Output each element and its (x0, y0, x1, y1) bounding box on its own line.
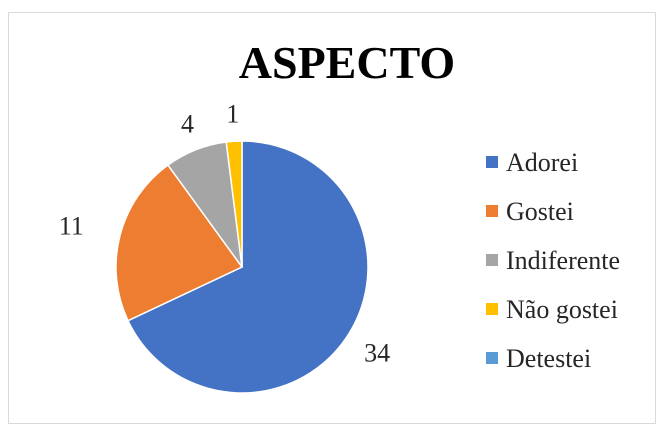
data-label-nao-gostei: 1 (226, 99, 239, 128)
legend-swatch-detestei (486, 352, 498, 364)
pie-slice-adorei (126, 140, 369, 394)
legend: Adorei Gostei Indiferente Não gostei Deteste… (486, 148, 620, 373)
pie-slice-gostei (115, 164, 244, 322)
data-label-adorei: 34 (364, 339, 390, 368)
legend-swatch-gostei (486, 205, 498, 217)
legend-label-gostei: Gostei (506, 197, 574, 226)
data-labels: 34 11 4 1 (59, 99, 390, 367)
legend-label-adorei: Adorei (506, 148, 578, 177)
legend-label-detestei: Detestei (506, 344, 591, 373)
legend-label-nao-gostei: Não gostei (506, 295, 618, 324)
pie-slice-nao-gostei (225, 140, 243, 268)
pie-slices (115, 140, 369, 394)
chart-title: ASPECTO (239, 37, 455, 88)
legend-label-indiferente: Indiferente (506, 246, 620, 275)
data-label-gostei: 11 (59, 212, 84, 241)
legend-swatch-adorei (486, 156, 498, 168)
legend-swatch-nao-gostei (486, 303, 498, 315)
legend-swatch-indiferente (486, 254, 498, 266)
data-label-indiferente: 4 (181, 109, 194, 138)
